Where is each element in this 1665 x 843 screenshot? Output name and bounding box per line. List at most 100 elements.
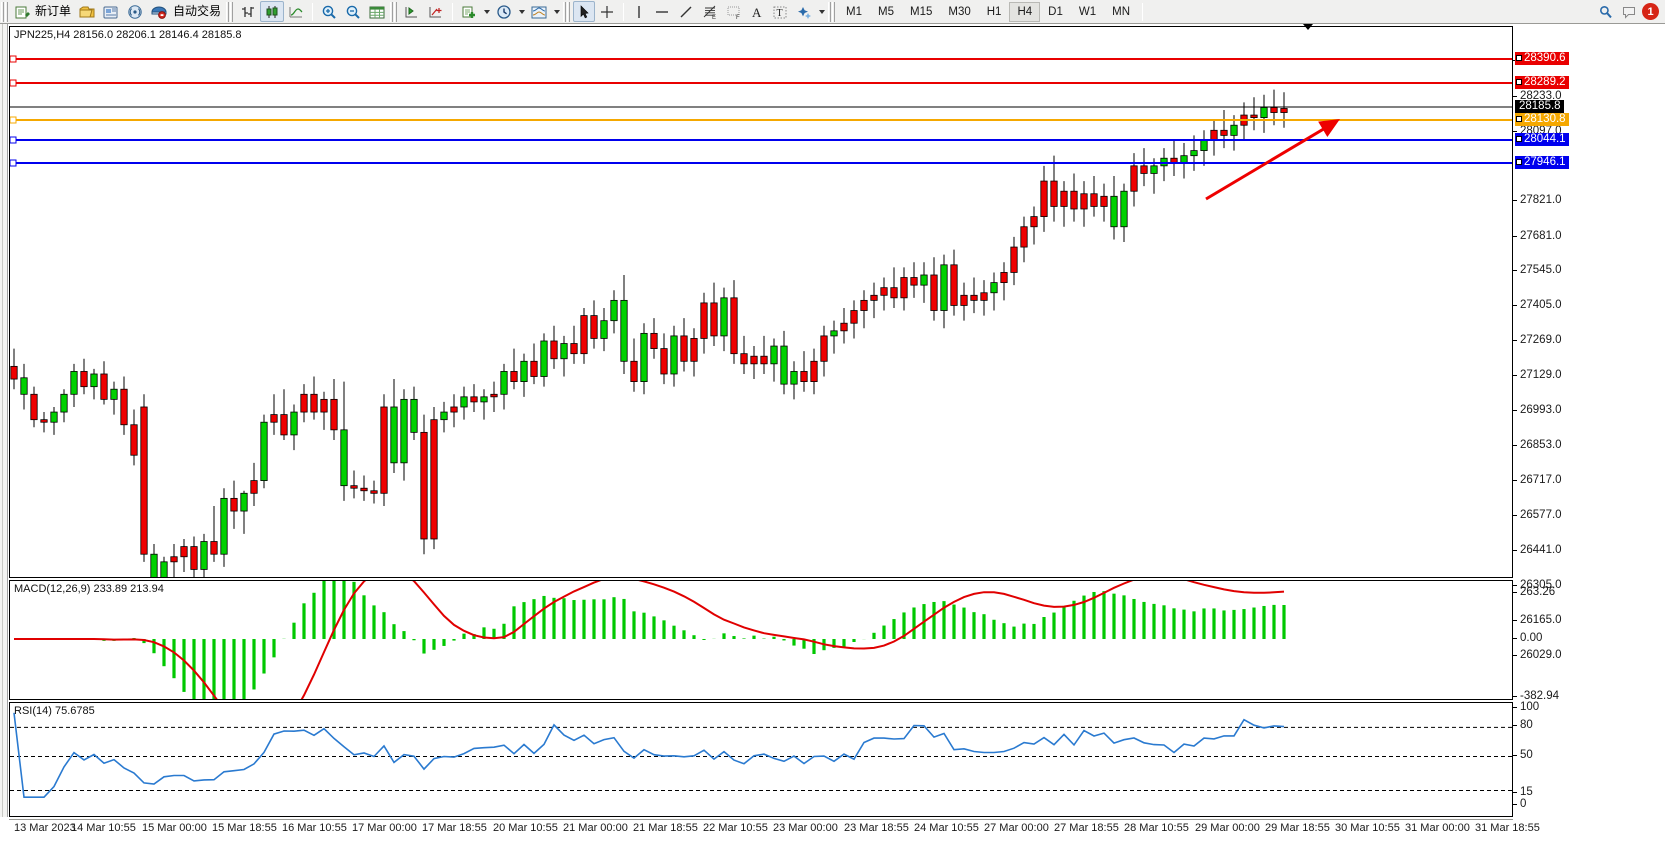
candlestick	[570, 325, 578, 364]
price-level-label[interactable]: 27946.1	[1515, 156, 1569, 169]
shapes-icon[interactable]	[792, 1, 816, 22]
candlestick	[1150, 158, 1158, 194]
price-axis[interactable]: 28373.028233.028097.027821.027681.027545…	[1513, 24, 1665, 817]
price-level-handle-icon[interactable]	[1516, 79, 1522, 85]
candlestick	[600, 307, 608, 352]
candlestick	[450, 394, 458, 428]
cursor-icon[interactable]	[573, 1, 596, 22]
macd-scale-tick: -382.94	[1513, 690, 1559, 702]
candlestick	[140, 394, 148, 562]
vertical-line-icon[interactable]	[628, 1, 650, 22]
toolbar-grip-5[interactable]	[828, 1, 836, 22]
line-chart-icon[interactable]	[284, 1, 308, 22]
rsi-pane[interactable]: RSI(14) 75.6785	[9, 702, 1513, 817]
price-level-handle-icon[interactable]	[1516, 116, 1522, 122]
toolbar-grip[interactable]	[1, 1, 8, 22]
rsi-chart-canvas[interactable]	[10, 703, 1512, 816]
period-icon[interactable]	[492, 1, 516, 22]
horizontal-line-icon[interactable]	[650, 1, 674, 22]
macd-pane[interactable]: MACD(12,26,9) 233.89 213.94	[9, 580, 1513, 700]
candlestick	[400, 389, 408, 481]
price-tick: 26993.0	[1513, 404, 1562, 416]
candlestick	[480, 389, 488, 420]
crosshair-icon[interactable]	[595, 1, 619, 22]
shapes-dropdown-icon[interactable]	[816, 1, 827, 22]
axis-tick-label: 27545.0	[1520, 264, 1562, 276]
price-pane[interactable]: JPN225,H4 28156.0 28206.1 28146.4 28185.…	[9, 26, 1513, 578]
candlestick	[640, 323, 648, 395]
toolbar-grip-2[interactable]	[226, 1, 234, 22]
price-level-label[interactable]: 28044.1	[1515, 133, 1569, 146]
price-level-label[interactable]: 28185.8	[1515, 100, 1564, 113]
timeframe-mn[interactable]: MN	[1112, 5, 1130, 18]
fibonacci-icon[interactable]: E	[698, 1, 722, 22]
price-level-handle-icon[interactable]	[1516, 136, 1522, 142]
candlestick	[930, 257, 938, 321]
equidistant-channel-icon[interactable]: F	[722, 1, 746, 22]
signal-icon[interactable]	[123, 1, 147, 22]
axis-tick-label: 27821.0	[1520, 194, 1562, 206]
candlestick	[1280, 92, 1288, 128]
zoom-in-icon[interactable]	[317, 1, 341, 22]
timeframe-m5[interactable]: M5	[878, 5, 894, 18]
autotrading-label[interactable]: 自动交易	[173, 4, 222, 18]
grid-icon[interactable]	[365, 1, 389, 22]
timeframe-m30[interactable]: M30	[948, 5, 971, 18]
timeframe-d1[interactable]: D1	[1048, 5, 1063, 18]
text-icon[interactable]: A	[746, 1, 768, 22]
templates-dropdown-icon[interactable]	[551, 1, 562, 22]
candlestick	[110, 381, 118, 415]
add-indicator-icon[interactable]	[457, 1, 481, 22]
text-label-icon[interactable]: T	[768, 1, 792, 22]
auto-scroll-icon[interactable]	[400, 1, 424, 22]
timeframe-w1[interactable]: W1	[1078, 5, 1097, 18]
axis-tick	[1513, 591, 1517, 593]
uptrend-arrow[interactable]	[1205, 119, 1340, 201]
price-level-label[interactable]: 28289.2	[1515, 76, 1569, 89]
rsi-scale-tick: 50	[1513, 749, 1533, 761]
timeframe-h4[interactable]: H4	[1009, 1, 1041, 22]
templates-icon[interactable]	[527, 1, 551, 22]
zoom-out-icon[interactable]	[341, 1, 365, 22]
candlestick	[290, 404, 298, 451]
time-axis[interactable]: 13 Mar 2023 14 Mar 10:55 15 Mar 00:00 15 Ma…	[9, 819, 1540, 837]
trendline-icon[interactable]	[674, 1, 698, 22]
folder-icon[interactable]	[75, 1, 99, 22]
add-indicator-dropdown-icon[interactable]	[481, 1, 492, 22]
toolbar-grip-4[interactable]	[563, 1, 571, 22]
period-dropdown-icon[interactable]	[516, 1, 527, 22]
timeframe-m1[interactable]: M1	[846, 5, 863, 18]
news-icon[interactable]	[99, 1, 123, 22]
candlestick	[220, 488, 228, 567]
new-order-label[interactable]: 新订单	[35, 4, 72, 18]
price-level-label[interactable]: 28130.8	[1515, 113, 1569, 126]
chart-collapse-caret-icon[interactable]	[1303, 24, 1313, 30]
price-tick: 27269.0	[1513, 334, 1562, 346]
candlestick	[1050, 155, 1058, 222]
axis-tick-label: 27269.0	[1520, 334, 1562, 346]
candlestick	[1080, 181, 1088, 227]
notification-badge[interactable]: 1	[1642, 3, 1659, 20]
autotrading-icon[interactable]	[147, 1, 171, 22]
bar-chart-icon[interactable]	[236, 1, 260, 22]
candlestick	[860, 290, 868, 329]
price-level-handle	[10, 55, 17, 63]
price-tick: 26717.0	[1513, 474, 1562, 486]
price-chart-canvas[interactable]	[10, 27, 1512, 577]
macd-chart-canvas[interactable]	[10, 581, 1512, 699]
alerts-icon[interactable]	[1618, 1, 1642, 22]
price-level-handle-icon[interactable]	[1516, 159, 1522, 165]
timeframe-m15[interactable]: M15	[910, 5, 933, 18]
axis-tick	[1513, 654, 1517, 656]
price-level-label[interactable]: 28390.6	[1515, 52, 1569, 65]
chart-shift-icon[interactable]	[424, 1, 448, 22]
chart-vertical-scrollbar[interactable]	[0, 24, 8, 817]
time-axis-label: 28 Mar 10:55	[1124, 822, 1189, 834]
candlestick	[660, 333, 668, 385]
search-icon[interactable]	[1594, 1, 1618, 22]
price-level-handle-icon[interactable]	[1516, 55, 1522, 61]
candlestick-chart-icon[interactable]	[260, 1, 285, 22]
new-order-icon[interactable]	[11, 1, 33, 22]
timeframe-h1[interactable]: H1	[986, 5, 1002, 18]
toolbar-grip-3[interactable]	[390, 1, 398, 22]
